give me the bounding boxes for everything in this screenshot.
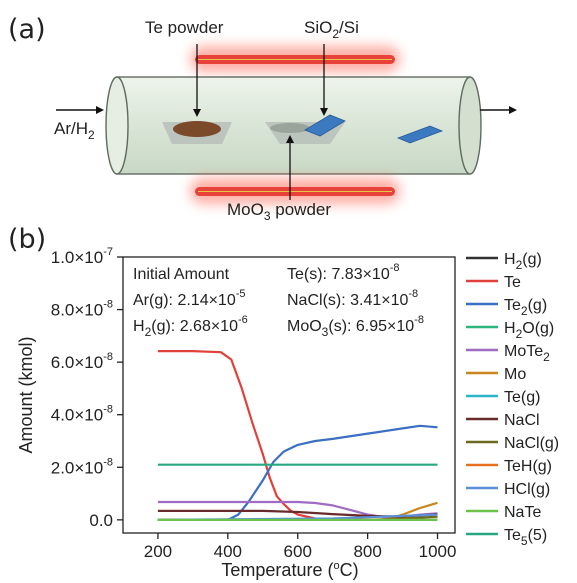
series-line-1: [157, 350, 438, 522]
legend-label: Te5(5): [504, 527, 547, 548]
legend-label: Te: [504, 274, 521, 291]
legend-label: H2(g): [504, 251, 542, 272]
annotation-h2: H2(g): 2.68×10-6: [133, 314, 248, 339]
legend-label: NaTe: [504, 504, 541, 521]
arrow-right-icon: [480, 106, 517, 114]
y-axis: 0.0 2.0×10-8 4.0×10-8 6.0×10-8 8.0×10-8 1.0×1…: [51, 246, 123, 530]
annotation-moo3: MoO3(s): 6.95×10-8: [287, 314, 424, 339]
gas-label: Ar/H2: [54, 119, 95, 142]
legend-label: HCl(g): [504, 481, 550, 498]
x-tick-label: 200: [144, 542, 172, 561]
heater-bottom: [190, 178, 400, 204]
y-tick-label: 0.0: [89, 511, 113, 530]
legend-label: Te2(g): [504, 297, 547, 318]
y-tick-label: 1.0×10-7: [51, 246, 113, 267]
substrate-label: SiO2/Si: [304, 18, 359, 41]
x-axis: 200 400 600 800 1000: [144, 533, 457, 561]
legend: H2(g) Te Te2(g)H2O(g)MoTe2 Mo Te(g) NaCl NaCl(…: [466, 251, 559, 548]
legend-label: NaCl: [504, 412, 540, 429]
moo3-powder-pile: [270, 123, 310, 133]
substrate-2: [396, 125, 444, 144]
x-tick-label: 800: [353, 542, 381, 561]
legend-label: Te(g): [504, 389, 540, 406]
y-axis-title: Amount (kmol): [16, 336, 36, 453]
y-tick-label: 8.0×10-8: [51, 299, 113, 320]
arrow-up-icon: [286, 135, 294, 200]
legend-label: Mo: [504, 366, 526, 383]
y-tick-label: 6.0×10-8: [51, 351, 113, 372]
series-line-2: [157, 424, 438, 522]
schematic-panel: (a): [8, 14, 517, 223]
annotation-te: Te(s): 7.83×10-8: [287, 262, 400, 283]
annotation-ar: Ar(g): 2.14×10-5: [133, 288, 246, 309]
y-tick-label: 2.0×10-8: [51, 456, 113, 477]
arrow-right-icon: [56, 106, 104, 114]
arrow-down-icon: [193, 44, 201, 117]
legend-label: TeH(g): [504, 458, 552, 475]
arrow-down-icon: [320, 44, 328, 116]
plot-frame: [122, 256, 456, 534]
x-tick-label: 1000: [419, 542, 457, 561]
substrate-1: [304, 114, 346, 137]
panel-b-label: (b): [8, 224, 46, 255]
series-lines: [157, 350, 438, 522]
te-powder-label: Te powder: [145, 18, 224, 37]
legend-label: H2O(g): [504, 320, 554, 341]
te-powder-pile: [173, 121, 221, 137]
x-tick-label: 600: [284, 542, 312, 561]
moo3-powder-label: MoO3 powder: [227, 200, 331, 223]
y-tick-label: 4.0×10-8: [51, 404, 113, 425]
heater-top: [190, 46, 400, 72]
annotation-box: Initial Amount Ar(g): 2.14×10-5 H2(g): 2…: [133, 262, 424, 339]
amount-vs-temperature-chart: 0.0 2.0×10-8 4.0×10-8 6.0×10-8 8.0×10-8 1.0×1…: [16, 246, 559, 580]
annotation-nacl: NaCl(s): 3.41×10-8: [287, 288, 418, 309]
x-tick-label: 400: [214, 542, 242, 561]
initial-amount-title: Initial Amount: [133, 266, 230, 283]
legend-label: NaCl(g): [504, 435, 559, 452]
panel-a-label: (a): [8, 14, 46, 45]
x-axis-title: Temperature (oC): [221, 560, 358, 580]
legend-label: MoTe2: [504, 343, 550, 364]
